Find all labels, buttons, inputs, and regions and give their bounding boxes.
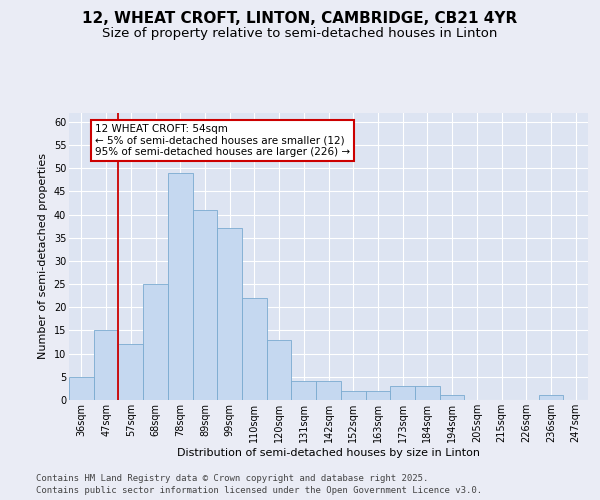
Bar [415, 386, 440, 400]
Bar [440, 396, 464, 400]
Bar [316, 382, 341, 400]
Bar [69, 377, 94, 400]
Bar [193, 210, 217, 400]
Bar [365, 390, 390, 400]
Text: 12, WHEAT CROFT, LINTON, CAMBRIDGE, CB21 4YR: 12, WHEAT CROFT, LINTON, CAMBRIDGE, CB21… [82, 11, 518, 26]
Bar [168, 173, 193, 400]
Text: Contains public sector information licensed under the Open Government Licence v3: Contains public sector information licen… [36, 486, 482, 495]
Bar [242, 298, 267, 400]
Bar [217, 228, 242, 400]
Bar [539, 396, 563, 400]
Bar [292, 382, 316, 400]
Bar [143, 284, 168, 400]
Text: Size of property relative to semi-detached houses in Linton: Size of property relative to semi-detach… [103, 28, 497, 40]
Bar [341, 390, 365, 400]
Text: Contains HM Land Registry data © Crown copyright and database right 2025.: Contains HM Land Registry data © Crown c… [36, 474, 428, 483]
Y-axis label: Number of semi-detached properties: Number of semi-detached properties [38, 153, 48, 359]
Bar [118, 344, 143, 400]
Bar [390, 386, 415, 400]
X-axis label: Distribution of semi-detached houses by size in Linton: Distribution of semi-detached houses by … [177, 448, 480, 458]
Text: 12 WHEAT CROFT: 54sqm
← 5% of semi-detached houses are smaller (12)
95% of semi-: 12 WHEAT CROFT: 54sqm ← 5% of semi-detac… [95, 124, 350, 158]
Bar [267, 340, 292, 400]
Bar [94, 330, 118, 400]
